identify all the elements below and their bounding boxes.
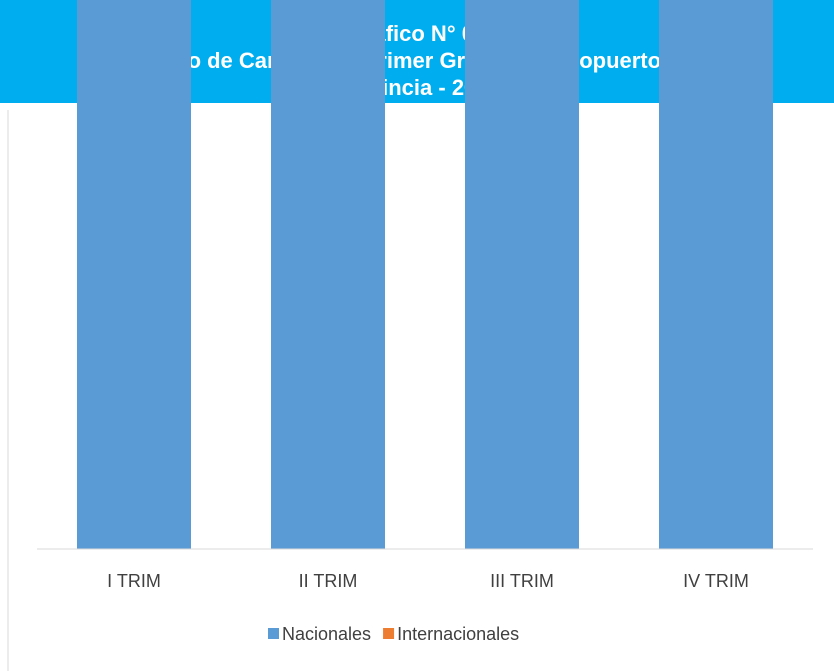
bar-segment — [77, 0, 191, 549]
legend-swatch — [383, 628, 395, 639]
x-tick-label: IV TRIM — [683, 571, 749, 591]
legend-label: Nacionales — [282, 624, 371, 644]
legend-swatch — [268, 628, 279, 639]
bar-segment — [659, 0, 773, 549]
bar-segment — [271, 0, 385, 549]
x-tick-label: I TRIM — [107, 571, 161, 591]
x-tick-label: II TRIM — [299, 571, 358, 591]
x-tick-label: III TRIM — [490, 571, 554, 591]
legend-label: Internacionales — [397, 624, 519, 644]
bar-segment — [465, 0, 579, 549]
